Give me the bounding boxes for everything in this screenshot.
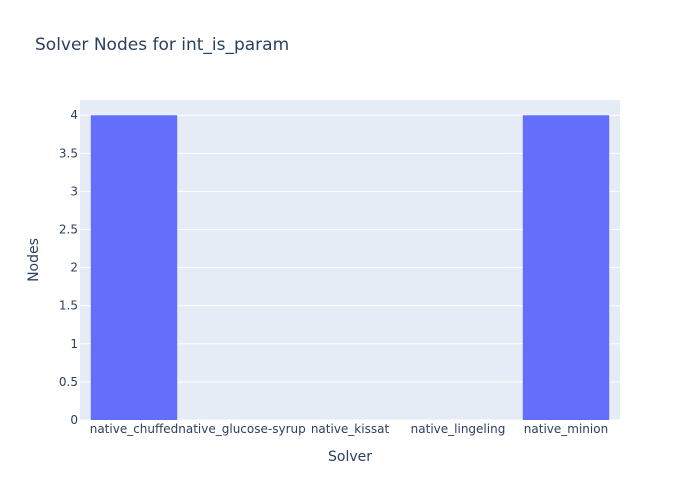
y-tick-label: 1 (70, 337, 78, 351)
x-tick-label: native_chuffed (90, 422, 179, 436)
y-tick-label: 2.5 (59, 223, 78, 237)
x-tick-label: native_kissat (311, 422, 390, 436)
y-tick-label: 0 (70, 413, 78, 427)
x-axis-title: Solver (328, 449, 372, 465)
chart-title: Solver Nodes for int_is_param (35, 35, 289, 55)
y-tick-label: 4 (70, 108, 78, 122)
y-tick-label: 3.5 (59, 146, 78, 160)
y-tick-label: 2 (70, 261, 78, 275)
x-tick-label: native_minion (524, 422, 608, 436)
bars (90, 115, 610, 420)
y-tick-label: 3 (70, 184, 78, 198)
y-tick-label: 0.5 (59, 375, 78, 389)
x-tick-label: native_lingeling (411, 422, 506, 436)
y-axis-title: Nodes (26, 238, 42, 282)
y-axis-ticks: 0 0.5 1 1.5 2 2.5 3 3.5 4 (59, 108, 78, 427)
bar-native_minion[interactable] (522, 115, 610, 420)
bar-native_chuffed[interactable] (90, 115, 178, 420)
x-axis-ticks: native_chuffed native_glucose-syrup native… (90, 422, 608, 436)
y-tick-label: 1.5 (59, 299, 78, 313)
x-tick-label: native_glucose-syrup (178, 422, 305, 436)
